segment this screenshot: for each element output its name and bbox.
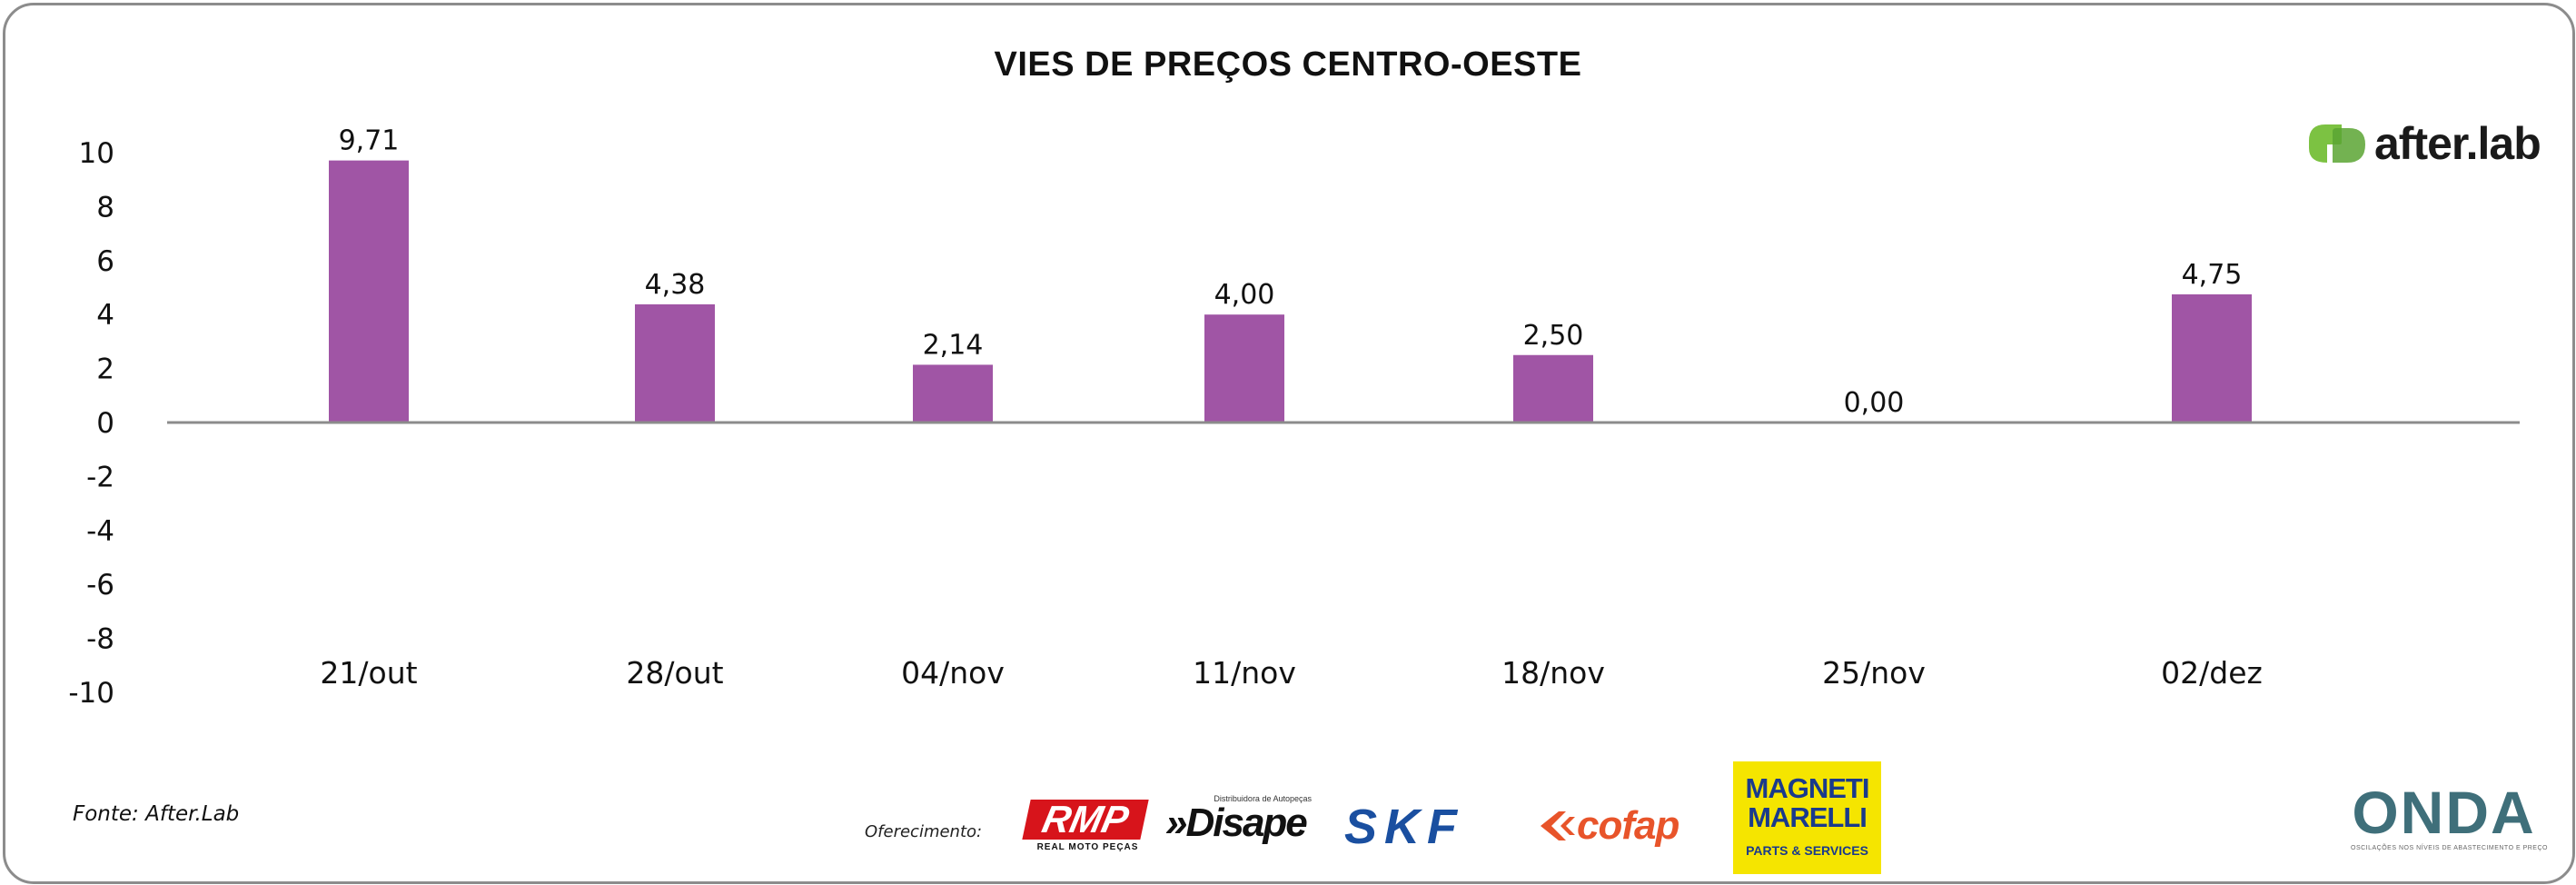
- sponsor-label: Oferecimento:: [865, 822, 983, 841]
- onda-logo: ONDA OSCILAÇÕES NOS NÍVEIS DE ABASTECIME…: [2351, 779, 2548, 856]
- bar: [635, 303, 715, 423]
- disape-logo-text: »Disape: [1165, 800, 1308, 845]
- cofap-logo: cofap: [1535, 803, 1708, 849]
- y-tick-label: 6: [96, 245, 114, 278]
- y-tick-label: -8: [86, 623, 114, 656]
- y-tick-label: 8: [96, 191, 114, 224]
- y-tick-label: -4: [86, 515, 114, 548]
- disape-logo: Distribuidora de Autopeças »Disape: [1165, 794, 1324, 852]
- x-tick-label: 21/out: [320, 655, 417, 691]
- afterlab-logo-text: after.lab: [2374, 118, 2541, 169]
- data-label: 2,14: [923, 329, 984, 361]
- magneti-marelli-logo-subtext: PARTS & SERVICES: [1746, 843, 1868, 858]
- rmp-logo-text: RMP: [1022, 798, 1149, 840]
- magneti-marelli-logo-text: MAGNETI MARELLI: [1745, 772, 1870, 833]
- data-label: 0,00: [1844, 387, 1905, 419]
- y-tick-label: 2: [96, 353, 114, 386]
- x-tick-label: 04/nov: [901, 655, 1005, 691]
- y-tick-label: 4: [96, 299, 114, 332]
- x-tick-label: 11/nov: [1193, 655, 1296, 691]
- disape-logo-subtext: Distribuidora de Autopeças: [1214, 794, 1312, 803]
- onda-logo-subtext: OSCILAÇÕES NOS NÍVEIS DE ABASTECIMENTO E…: [2351, 845, 2548, 851]
- magneti-marelli-logo: MAGNETI MARELLI PARTS & SERVICES: [1733, 761, 1881, 874]
- x-tick-label: 02/dez: [2161, 655, 2263, 691]
- data-label: 9,71: [339, 125, 400, 157]
- bar: [2172, 293, 2252, 423]
- y-tick-label: -2: [86, 461, 114, 493]
- y-tick-label: 0: [96, 407, 114, 440]
- bars: [329, 160, 2252, 423]
- bar: [1204, 314, 1284, 423]
- y-tick-label: 10: [79, 137, 114, 170]
- chart-frame: [3, 3, 2575, 884]
- rmp-logo-subtext: REAL MOTO PEÇAS: [1036, 842, 1139, 852]
- data-label: 2,50: [1523, 320, 1584, 352]
- x-tick-label: 18/nov: [1501, 655, 1605, 691]
- onda-logo-text: ONDA: [2352, 779, 2536, 846]
- afterlab-mark-icon: [2309, 124, 2365, 163]
- bar: [329, 160, 409, 423]
- skf-logo: SKF: [1344, 800, 1464, 854]
- cofap-logo-text: cofap: [1577, 803, 1679, 848]
- afterlab-logo: after.lab: [2305, 116, 2541, 171]
- chart-title: VIES DE PREÇOS CENTRO-OESTE: [994, 45, 1582, 84]
- cofap-mark-icon: [1541, 811, 1575, 840]
- y-axis-ticks: 10 8 6 4 2 0 -2 -4 -6 -8 -10: [68, 137, 114, 710]
- data-labels: 9,71 4,38 2,14 4,00 2,50 0,00 4,75: [339, 125, 2243, 419]
- bar: [913, 364, 993, 423]
- data-label: 4,75: [2182, 259, 2243, 291]
- x-axis-ticks: 21/out 28/out 04/nov 11/nov 18/nov 25/nov 02/d…: [320, 655, 2262, 691]
- rmp-logo: RMP REAL MOTO PEÇAS: [1022, 798, 1149, 852]
- y-tick-label: -6: [86, 569, 114, 602]
- data-label: 4,38: [645, 269, 706, 301]
- y-tick-label: -10: [68, 677, 114, 710]
- x-tick-label: 28/out: [626, 655, 723, 691]
- x-tick-label: 25/nov: [1822, 655, 1926, 691]
- bar: [1513, 354, 1593, 423]
- data-label: 4,00: [1214, 279, 1275, 311]
- source-note: Fonte: After.Lab: [73, 802, 240, 826]
